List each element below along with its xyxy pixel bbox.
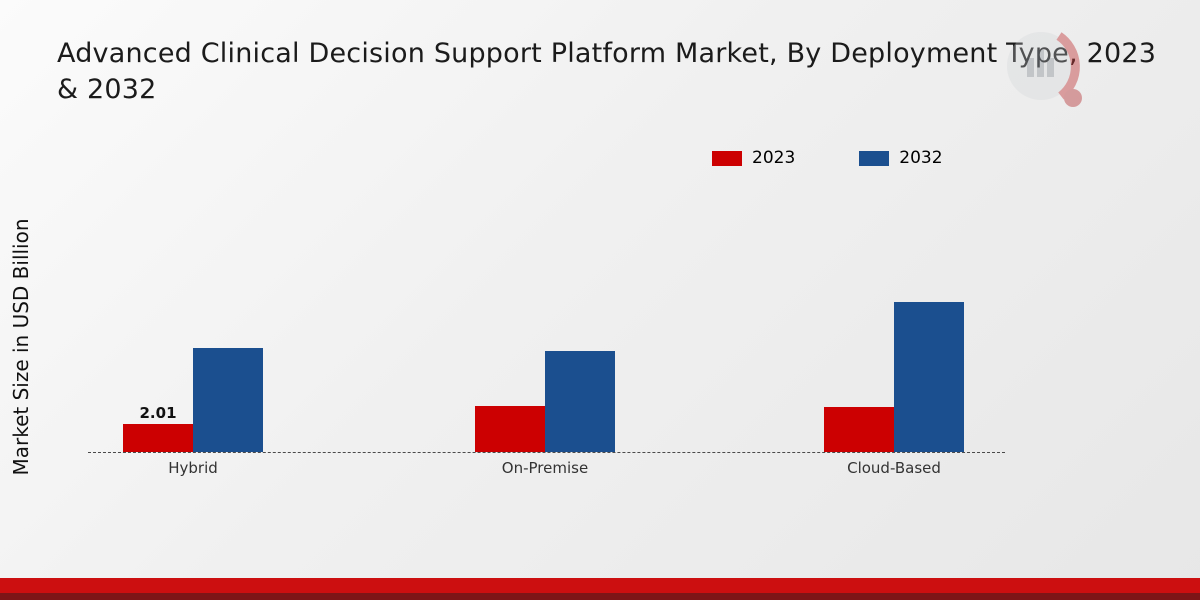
x-axis-baseline [88, 452, 1005, 453]
bar-on-premise-2032 [545, 351, 615, 452]
legend-item-2032: 2032 [859, 148, 943, 168]
brand-watermark-logo-icon [1007, 32, 1082, 107]
footer-dark-band [0, 593, 1200, 600]
legend: 2023 2032 [712, 148, 943, 168]
legend-item-2023: 2023 [712, 148, 795, 168]
y-axis-label: Market Size in USD Billion [9, 218, 33, 476]
bar-hybrid-2032 [193, 348, 263, 452]
bar-hybrid-2023 [123, 424, 193, 452]
legend-swatch-2023 [712, 150, 742, 166]
legend-label-2032: 2032 [899, 148, 943, 168]
x-tick-label-hybrid: Hybrid [168, 459, 218, 477]
footer-red-band [0, 578, 1200, 593]
legend-swatch-2032 [859, 150, 890, 166]
bar-value-label: 2.01 [139, 404, 177, 422]
x-tick-label-cloud-based: Cloud-Based [847, 459, 941, 477]
bar-on-premise-2023 [475, 406, 545, 452]
bar-cloud-based-2032 [894, 302, 964, 452]
x-tick-label-on-premise: On-Premise [501, 459, 589, 477]
legend-label-2023: 2023 [752, 148, 796, 168]
chart-title: Advanced Clinical Decision Support Platf… [57, 38, 1157, 105]
bar-cloud-based-2023 [824, 407, 894, 452]
